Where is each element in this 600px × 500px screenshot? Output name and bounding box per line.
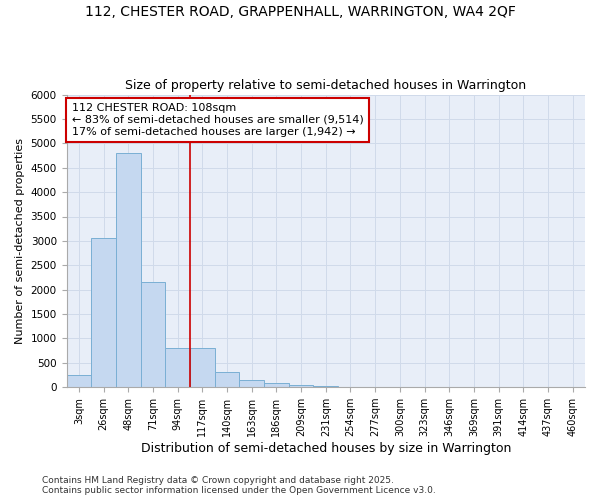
Bar — [140, 282, 165, 387]
Bar — [190, 348, 215, 387]
Bar — [289, 385, 313, 387]
Y-axis label: Number of semi-detached properties: Number of semi-detached properties — [15, 138, 25, 344]
Text: 112, CHESTER ROAD, GRAPPENHALL, WARRINGTON, WA4 2QF: 112, CHESTER ROAD, GRAPPENHALL, WARRINGT… — [85, 5, 515, 19]
Bar — [91, 238, 116, 387]
Bar — [215, 372, 239, 387]
Bar — [264, 383, 289, 387]
Text: Contains HM Land Registry data © Crown copyright and database right 2025.
Contai: Contains HM Land Registry data © Crown c… — [42, 476, 436, 495]
Text: 112 CHESTER ROAD: 108sqm
← 83% of semi-detached houses are smaller (9,514)
17% o: 112 CHESTER ROAD: 108sqm ← 83% of semi-d… — [72, 104, 364, 136]
Bar — [313, 386, 338, 387]
Title: Size of property relative to semi-detached houses in Warrington: Size of property relative to semi-detach… — [125, 79, 526, 92]
Bar — [165, 348, 190, 387]
Bar — [67, 375, 91, 387]
Bar — [239, 380, 264, 387]
Bar — [116, 153, 140, 387]
X-axis label: Distribution of semi-detached houses by size in Warrington: Distribution of semi-detached houses by … — [140, 442, 511, 455]
